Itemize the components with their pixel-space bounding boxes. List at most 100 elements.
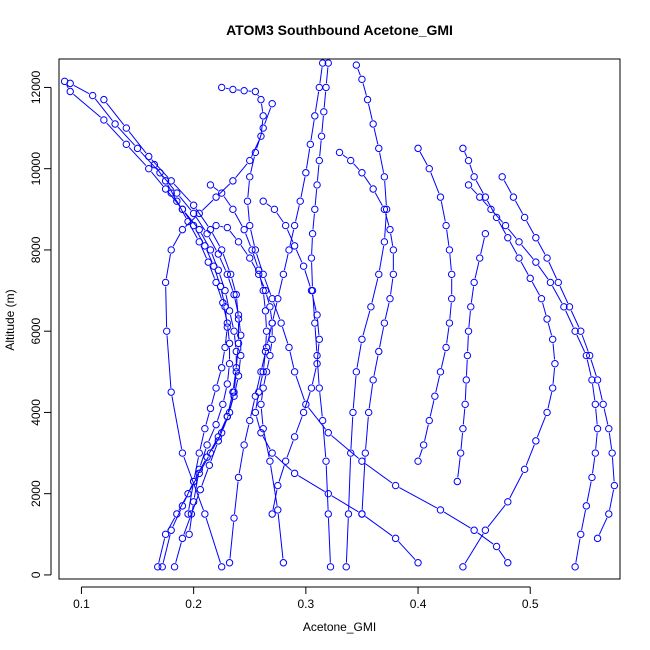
series-segment xyxy=(151,171,164,187)
data-point xyxy=(259,424,267,433)
data-point xyxy=(257,368,265,376)
series-19 xyxy=(259,197,324,518)
data-point xyxy=(189,209,198,218)
series-segment xyxy=(261,392,264,401)
data-point xyxy=(251,392,260,400)
data-point xyxy=(279,270,288,279)
series-segment xyxy=(259,375,263,389)
data-point xyxy=(324,59,332,67)
data-point xyxy=(593,376,602,384)
data-point xyxy=(204,258,212,266)
series-segment xyxy=(576,334,586,352)
data-point xyxy=(266,457,274,465)
data-point xyxy=(167,526,175,534)
data-point xyxy=(230,392,238,400)
series-segment xyxy=(310,119,315,141)
series-segment xyxy=(322,424,327,458)
series-segment xyxy=(255,416,261,429)
series-segment xyxy=(238,319,241,332)
series-segment xyxy=(531,281,540,296)
series-segment xyxy=(278,278,283,295)
series-segment xyxy=(365,463,393,484)
series-segment xyxy=(261,103,264,112)
series-segment xyxy=(264,107,272,125)
series-segment xyxy=(223,196,231,207)
series-segment xyxy=(218,183,231,195)
series-segment xyxy=(314,91,320,112)
data-point xyxy=(226,270,235,279)
data-point xyxy=(212,384,220,392)
series-segment xyxy=(373,355,379,376)
data-point xyxy=(290,469,299,478)
plot-frame xyxy=(58,58,621,580)
series-segment xyxy=(208,428,215,442)
data-point xyxy=(246,416,254,425)
series-segment xyxy=(319,67,323,84)
data-point xyxy=(380,205,389,214)
series-segment xyxy=(165,253,171,279)
series-segment xyxy=(507,228,517,239)
series-segment xyxy=(234,212,243,227)
series-segment xyxy=(469,164,474,174)
data-point xyxy=(324,489,332,498)
series-segment xyxy=(440,201,446,222)
data-point xyxy=(588,473,596,482)
series-segment xyxy=(195,208,209,227)
data-point xyxy=(470,278,478,287)
y-tick-label: 8000 xyxy=(29,236,43,263)
data-point xyxy=(431,392,439,400)
data-point xyxy=(66,79,74,88)
data-point xyxy=(259,384,267,392)
data-point xyxy=(88,91,97,100)
series-segment xyxy=(267,327,272,344)
series-segment xyxy=(350,416,354,449)
data-point xyxy=(361,449,370,457)
series-segment xyxy=(172,509,182,527)
data-point xyxy=(221,343,229,352)
series-segment xyxy=(477,532,494,545)
x-tick-label: 0.2 xyxy=(185,597,202,611)
data-point xyxy=(504,234,512,242)
data-point xyxy=(163,327,171,335)
data-point xyxy=(582,502,591,510)
series-segment xyxy=(365,516,393,537)
data-point xyxy=(266,303,274,311)
series-13 xyxy=(459,144,559,571)
data-point xyxy=(335,148,344,157)
series-segment xyxy=(252,253,258,267)
y-axis-label: Altitude (m) xyxy=(3,289,17,350)
data-point xyxy=(425,416,433,425)
series-segment xyxy=(362,310,371,336)
data-point xyxy=(212,221,220,230)
data-point xyxy=(504,498,512,506)
data-point xyxy=(322,457,330,465)
series-segment xyxy=(487,504,506,528)
series-segment xyxy=(520,261,529,275)
data-point xyxy=(232,347,240,356)
data-point xyxy=(257,95,265,104)
series-segment xyxy=(219,420,227,438)
data-point xyxy=(313,359,321,368)
series-segment xyxy=(379,327,385,348)
data-point xyxy=(588,376,596,384)
series-segment xyxy=(266,203,272,208)
data-point xyxy=(349,408,357,417)
data-point xyxy=(464,327,473,335)
series-segment xyxy=(260,119,264,133)
series-segment xyxy=(195,460,206,479)
series-segment xyxy=(225,87,229,90)
series-segment xyxy=(547,392,553,409)
data-point xyxy=(571,563,579,571)
data-point xyxy=(229,205,237,214)
series-segment xyxy=(289,351,295,368)
data-point xyxy=(577,327,585,335)
series-segment xyxy=(221,351,225,364)
series-segment xyxy=(189,505,194,531)
data-point xyxy=(501,221,510,230)
data-point xyxy=(445,246,454,254)
series-segment xyxy=(470,286,475,303)
data-point xyxy=(302,400,310,409)
series-segment xyxy=(331,495,359,513)
data-point xyxy=(251,87,260,96)
